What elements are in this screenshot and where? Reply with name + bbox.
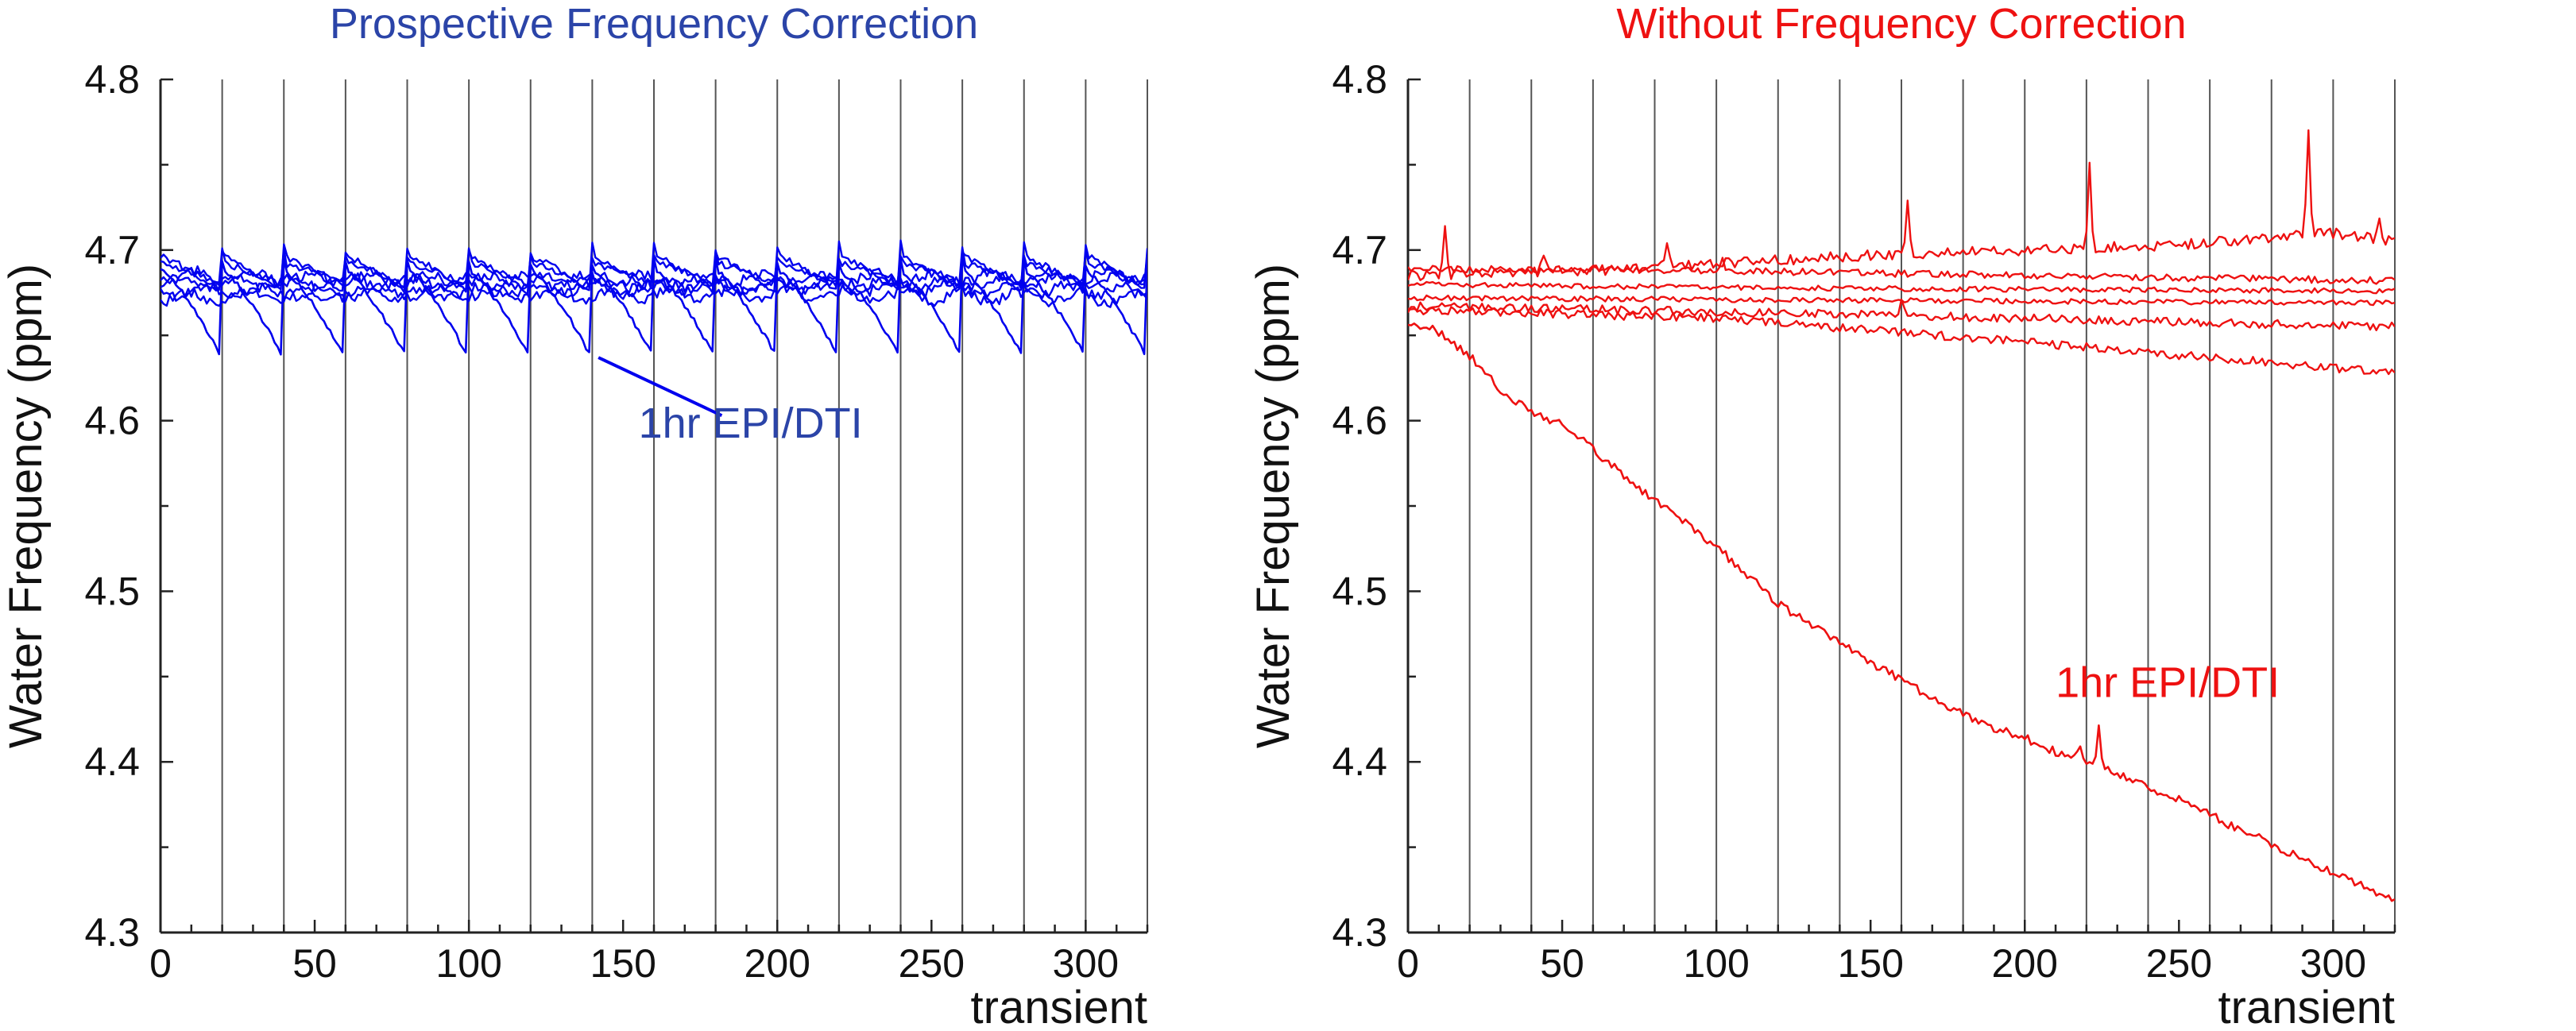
y-tick-label: 4.3 bbox=[1332, 910, 1387, 955]
series-line-4 bbox=[161, 282, 1147, 308]
x-tick-label: 100 bbox=[1683, 941, 1749, 986]
series-line-3 bbox=[1408, 254, 2395, 285]
x-tick-label: 100 bbox=[435, 941, 501, 986]
series-line-7 bbox=[1408, 306, 2395, 376]
chart-right: Without Frequency Correction 4.3 4.4 4.5 4.6… bbox=[1247, 0, 2396, 1031]
y-tick-label: 4.6 bbox=[84, 399, 140, 443]
chart-left: Prospective Frequency Correction 4.3 4.4 4.… bbox=[0, 0, 1149, 1031]
series-group bbox=[1408, 129, 2395, 902]
x-tick-label: 200 bbox=[745, 941, 810, 986]
y-tick-label: 4.8 bbox=[84, 57, 140, 102]
annotation-pointer-line bbox=[598, 356, 723, 417]
y-tick-label: 4.7 bbox=[1332, 228, 1387, 272]
y-tick-label: 4.7 bbox=[84, 228, 140, 272]
y-tick-label: 4.4 bbox=[84, 739, 140, 784]
x-tick-label: 200 bbox=[1992, 941, 2058, 986]
x-tick-label: 150 bbox=[590, 941, 656, 986]
series-group bbox=[161, 239, 1147, 356]
x-tick-label: 300 bbox=[2300, 941, 2366, 986]
series-line-4 bbox=[1408, 280, 2395, 295]
y-tick-label: 4.8 bbox=[1332, 57, 1387, 102]
annotation-label: 1hr EPI/DTI bbox=[2056, 659, 2280, 707]
x-tick-label: 50 bbox=[292, 941, 337, 986]
x-tick-label: 50 bbox=[1540, 941, 1584, 986]
series-line-2 bbox=[161, 239, 1147, 295]
x-tick-label: 250 bbox=[2146, 941, 2212, 986]
x-tick-label: 250 bbox=[899, 941, 965, 986]
chart-title: Prospective Frequency Correction bbox=[330, 0, 978, 48]
y-tick-label: 4.4 bbox=[1332, 739, 1387, 784]
x-axis-label: transient bbox=[971, 982, 1147, 1031]
x-tick-label: 0 bbox=[1397, 941, 1419, 986]
y-tick-label: 4.5 bbox=[1332, 569, 1387, 613]
y-tick-label: 4.6 bbox=[1332, 399, 1387, 443]
annotation-label: 1hr EPI/DTI bbox=[639, 400, 863, 447]
x-tick-label: 0 bbox=[149, 941, 172, 986]
y-axis-label: Water Frequency (ppm) bbox=[1247, 264, 1299, 748]
y-axis-label: Water Frequency (ppm) bbox=[0, 264, 52, 748]
series-line-7 bbox=[161, 266, 1147, 293]
series-line-1 bbox=[1408, 322, 2395, 902]
chart-title: Without Frequency Correction bbox=[1616, 0, 2186, 48]
x-tick-label: 300 bbox=[1053, 941, 1119, 986]
x-axis-label: transient bbox=[2218, 982, 2395, 1031]
x-tick-label: 150 bbox=[1837, 941, 1903, 986]
series-line-6 bbox=[161, 269, 1147, 307]
series-line-6 bbox=[1408, 298, 2395, 331]
y-tick-label: 4.3 bbox=[84, 910, 140, 955]
y-tick-label: 4.5 bbox=[84, 569, 140, 613]
